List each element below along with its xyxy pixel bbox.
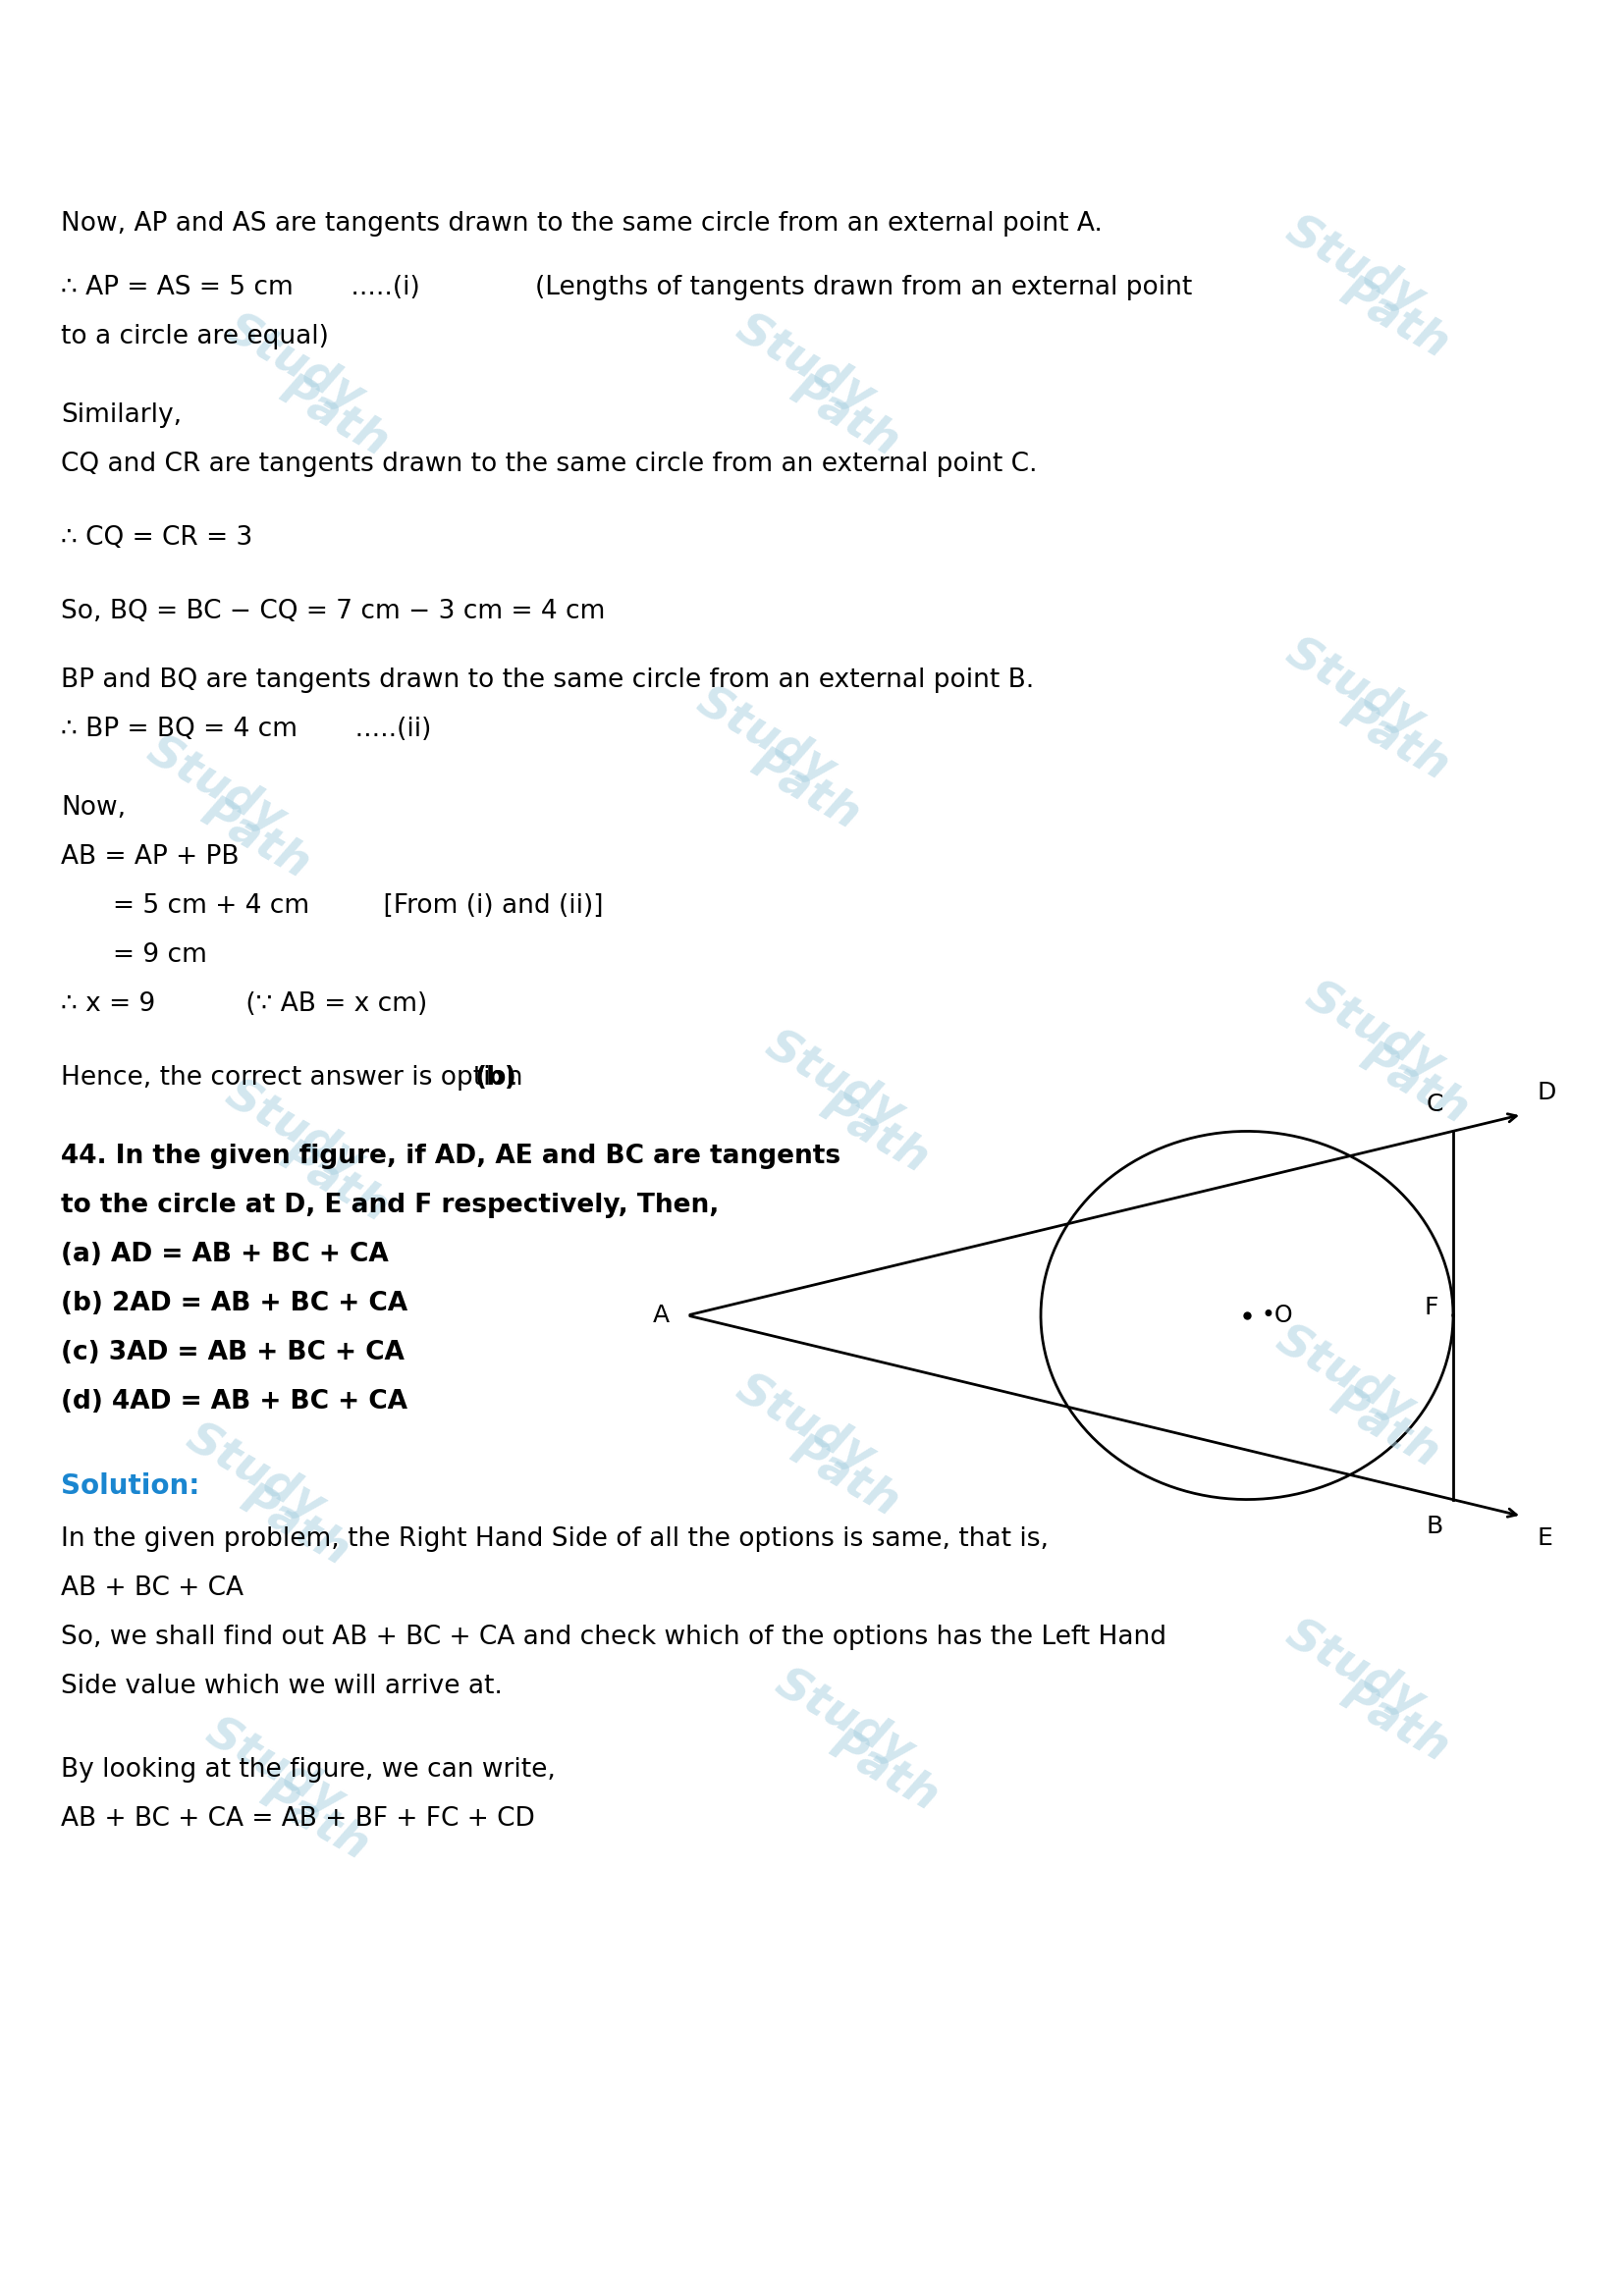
Text: Study: Study (768, 1660, 921, 1775)
Text: ∴ BP = BQ = 4 cm       .....(ii): ∴ BP = BQ = 4 cm .....(ii) (60, 716, 432, 742)
Text: Path: Path (1332, 693, 1457, 790)
Text: So, BQ = BC − CQ = 7 cm − 3 cm = 4 cm: So, BQ = BC − CQ = 7 cm − 3 cm = 4 cm (60, 599, 606, 625)
Text: •O: •O (1262, 1304, 1294, 1327)
Text: = 9 cm: = 9 cm (114, 941, 206, 969)
Text: 44. In the given figure, if AD, AE and BC are tangents: 44. In the given figure, if AD, AE and B… (60, 1143, 841, 1169)
Text: Study: Study (1268, 1318, 1423, 1430)
Text: D: D (1536, 1081, 1556, 1104)
Text: Study Path: Study Path (54, 103, 172, 122)
Text: Hence, the correct answer is option: Hence, the correct answer is option (60, 1065, 531, 1091)
Text: Study: Study (1298, 974, 1452, 1088)
Text: Study: Study (218, 1072, 372, 1187)
Text: CQ and CR are tangents drawn to the same circle from an external point C.: CQ and CR are tangents drawn to the same… (60, 452, 1038, 478)
Text: AB + BC + CA = AB + BF + FC + CD: AB + BC + CA = AB + BF + FC + CD (60, 1807, 534, 1832)
Text: Page 33 of 42: Page 33 of 42 (718, 2239, 906, 2266)
Text: = 5 cm + 4 cm         [From (i) and (ii)]: = 5 cm + 4 cm [From (i) and (ii)] (114, 893, 604, 918)
Text: ∴ CQ = CR = 3: ∴ CQ = CR = 3 (60, 526, 253, 551)
Text: .: . (508, 1065, 516, 1091)
Text: Study: Study (140, 728, 292, 843)
Text: Similarly,: Similarly, (60, 402, 182, 427)
Text: (b): (b) (476, 1065, 516, 1091)
Text: Study: Study (728, 1366, 882, 1481)
Text: Maths – RD Sharma Solutions: Maths – RD Sharma Solutions (507, 62, 1117, 99)
Text: Path: Path (1351, 1035, 1476, 1134)
Text: Path: Path (1332, 1674, 1457, 1770)
Text: Path: Path (271, 370, 396, 466)
Text: F: F (1424, 1295, 1439, 1320)
Text: to a circle are equal): to a circle are equal) (60, 324, 328, 349)
Text: Path: Path (1322, 1380, 1447, 1476)
Text: ∴ x = 9           (∵ AB = x cm): ∴ x = 9 (∵ AB = x cm) (60, 992, 427, 1017)
Text: Now,: Now, (60, 794, 125, 820)
Text: Class - 10: Class - 10 (739, 21, 885, 48)
Text: So, we shall find out AB + BC + CA and check which of the options has the Left H: So, we shall find out AB + BC + CA and c… (60, 1626, 1166, 1651)
Text: Path: Path (822, 1724, 945, 1821)
Text: Chapter 8: Circles: Chapter 8: Circles (677, 113, 947, 142)
Text: Study: Study (689, 680, 843, 794)
Text: In the given problem, the Right Hand Side of all the options is same, that is,: In the given problem, the Right Hand Sid… (60, 1527, 1049, 1552)
Text: Study: Study (1278, 1612, 1432, 1727)
Text: Study: Study (198, 1711, 352, 1823)
Text: AB + BC + CA: AB + BC + CA (60, 1575, 244, 1600)
Text: Study: Study (758, 1022, 911, 1137)
Text: By looking at the figure, we can write,: By looking at the figure, we can write, (60, 1756, 555, 1782)
Text: Study: Study (1278, 629, 1432, 744)
Text: Path: Path (193, 790, 317, 889)
Text: to the circle at D, E and F respectively, Then,: to the circle at D, E and F respectively… (60, 1192, 719, 1219)
Text: Path: Path (744, 742, 867, 838)
Text: Now, AP and AS are tangents drawn to the same circle from an external point A.: Now, AP and AS are tangents drawn to the… (60, 211, 1103, 236)
Text: Solution:: Solution: (60, 1472, 200, 1499)
Text: BP and BQ are tangents drawn to the same circle from an external point B.: BP and BQ are tangents drawn to the same… (60, 668, 1034, 693)
Text: Path: Path (783, 1428, 906, 1527)
Text: Path: Path (783, 370, 906, 466)
Text: A: A (653, 1304, 669, 1327)
Text: Study: Study (179, 1414, 333, 1529)
Text: Study: Study (728, 305, 882, 420)
Text: (c) 3AD = AB + BC + CA: (c) 3AD = AB + BC + CA (60, 1341, 404, 1366)
Text: Path: Path (812, 1086, 935, 1182)
Text: Path: Path (252, 1773, 377, 1869)
Text: (d) 4AD = AB + BC + CA: (d) 4AD = AB + BC + CA (60, 1389, 408, 1414)
Text: C: C (1426, 1093, 1444, 1116)
Text: Side value which we will arrive at.: Side value which we will arrive at. (60, 1674, 502, 1699)
Text: Path: Path (1332, 271, 1457, 367)
Text: (b) 2AD = AB + BC + CA: (b) 2AD = AB + BC + CA (60, 1290, 408, 1316)
Text: Study: Study (218, 305, 372, 420)
Text: E: E (1536, 1527, 1553, 1550)
Text: ∴ AP = AS = 5 cm       .....(i)              (Lengths of tangents drawn from an : ∴ AP = AS = 5 cm .....(i) (Lengths of ta… (60, 276, 1192, 301)
Text: Path: Path (232, 1479, 357, 1575)
Text: AB = AP + PB: AB = AP + PB (60, 845, 239, 870)
Text: (a) AD = AB + BC + CA: (a) AD = AB + BC + CA (60, 1242, 388, 1267)
Text: B: B (1426, 1515, 1444, 1538)
Text: Study: Study (1278, 209, 1432, 321)
Text: Path: Path (271, 1134, 396, 1231)
